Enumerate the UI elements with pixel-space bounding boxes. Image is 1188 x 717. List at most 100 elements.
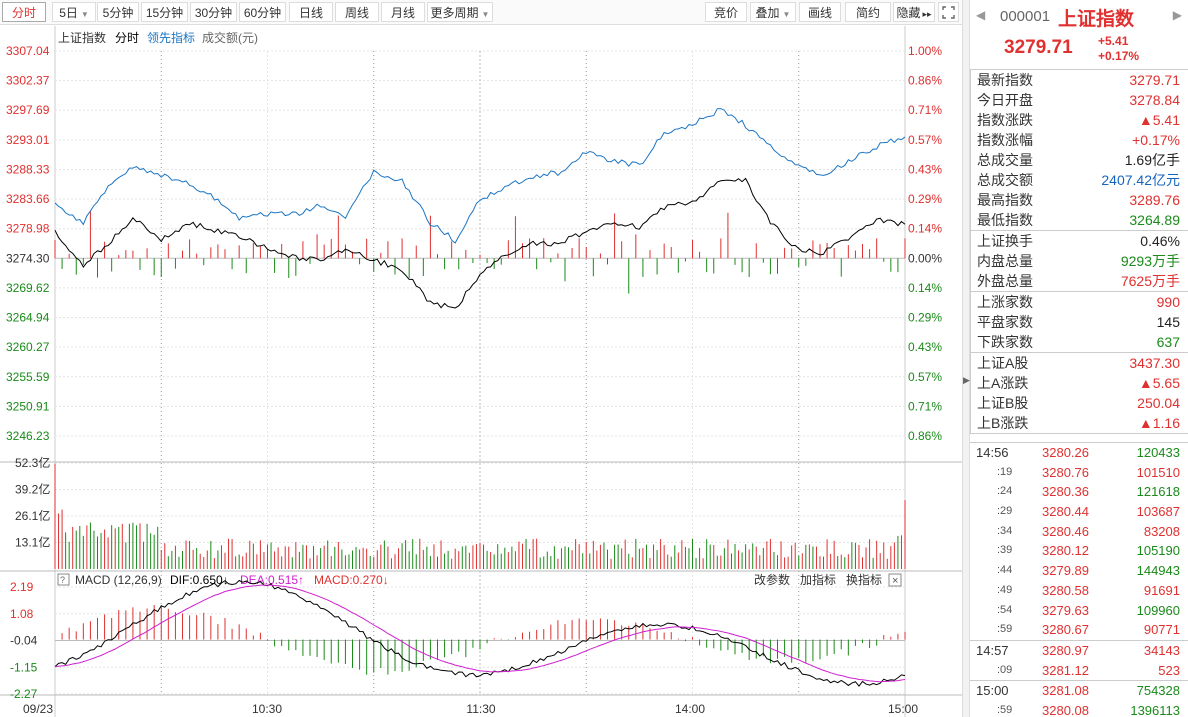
price-change: +5.41 +0.17% (1098, 34, 1139, 64)
y-tick-label-right: 0.86% (908, 429, 942, 443)
stat-label: 上证B股 (977, 395, 1029, 411)
volume-tick-label: 39.2亿 (15, 482, 50, 497)
tick-volume: 105190 (1136, 543, 1180, 559)
tab-more-periods-label: 更多周期 (430, 6, 479, 20)
y-tick-label: 3293.01 (6, 133, 50, 147)
tick-price: 3280.46 (1042, 523, 1089, 539)
stat-label: 今日开盘 (977, 92, 1033, 108)
collapse-right-icon[interactable]: ▶ (963, 375, 970, 385)
stat-value: 1.69亿手 (1124, 152, 1180, 168)
help-icon (57, 573, 70, 586)
stat-value: ▲5.65 (1138, 375, 1180, 391)
stats-group: 上证换手 0.46% 内盘总量 9293万手 外盘总量 7625万手 (971, 231, 1188, 292)
stats-table: 最新指数 3279.71 今日开盘 3278.84 指数涨跌 ▲5.41 指数涨幅 +0.17… (970, 70, 1188, 434)
y-tick-label: 3269.62 (6, 281, 50, 295)
tick-price: 3280.26 (1042, 445, 1089, 460)
tick-volume: 109960 (1136, 602, 1180, 618)
stat-value: 3279.71 (1129, 72, 1180, 88)
panel-splitter[interactable] (962, 0, 970, 717)
stat-row: 总成交额 2407.42亿元 (971, 170, 1188, 190)
tick-volume: 121618 (1136, 484, 1180, 500)
tick-volume: 754328 (1136, 683, 1180, 699)
tick-time: :44 (997, 564, 1013, 577)
tick-volume: 120433 (1136, 445, 1180, 460)
volume-tick-label: 13.1亿 (15, 535, 50, 550)
y-tick-label: 3250.91 (6, 399, 50, 413)
macd-tick-label: 2.19 (10, 580, 34, 594)
tab-weekly[interactable]: 周线 (335, 2, 379, 22)
tab-more-periods[interactable]: 更多周期 ▼ (427, 2, 493, 22)
stat-label: 最低指数 (977, 212, 1033, 228)
stat-label: 上涨家数 (977, 294, 1033, 310)
hide-button[interactable]: 隐藏 ▸▸ (893, 2, 935, 22)
stat-value: 3289.76 (1129, 192, 1180, 208)
stat-label: 平盘家数 (977, 314, 1033, 330)
macd-action: 改参数 (754, 572, 790, 587)
stat-label: 最高指数 (977, 192, 1033, 208)
tick-time: :39 (997, 544, 1013, 557)
chevron-down-icon: ▼ (481, 10, 490, 19)
tab-60min[interactable]: 60分钟 (239, 2, 286, 22)
tick-time: 15:00 (976, 683, 1009, 699)
x-tick-label: 14:00 (675, 702, 705, 716)
overlay-button[interactable]: 叠加 ▼ (750, 2, 796, 22)
tab-intraday[interactable]: 分时 (2, 2, 46, 22)
tab-monthly[interactable]: 月线 (381, 2, 425, 22)
stat-row: 上A涨跌 ▲5.65 (971, 373, 1188, 393)
expand-icon[interactable] (938, 2, 959, 22)
stock-code: 000001 (1000, 8, 1051, 25)
tab-30min[interactable]: 30分钟 (190, 2, 237, 22)
auction-button[interactable]: 竞价 (705, 2, 747, 22)
stat-row: 下跌家数 637 (971, 332, 1188, 352)
period-toolbar: 分时 5日 ▼ 5分钟 15分钟 30分钟 60分钟 日线 周线 月线 更多周期 ▼… (0, 0, 962, 25)
stats-group: 最新指数 3279.71 今日开盘 3278.84 指数涨跌 ▲5.41 指数涨幅 +0.17… (971, 70, 1188, 231)
macd-tick-label: -0.04 (10, 634, 38, 648)
stat-label: 下跌家数 (977, 334, 1033, 350)
tab-5day[interactable]: 5日 ▼ (52, 2, 96, 22)
tick-time: 14:57 (976, 642, 1009, 658)
tick-price: 3280.44 (1042, 504, 1089, 520)
tick-row: :59 3280.08 1396113 (970, 701, 1188, 717)
stat-row: 外盘总量 7625万手 (971, 271, 1188, 291)
tick-price: 3280.76 (1042, 464, 1089, 480)
y-tick-label-right: 0.71% (908, 399, 942, 413)
tick-group: 15:00 3281.08 754328:59 3280.08 1396113 (970, 681, 1188, 717)
y-tick-label: 3278.98 (6, 222, 50, 236)
stat-label: 指数涨跌 (977, 112, 1033, 128)
stat-label: 上B涨跌 (977, 415, 1029, 431)
stat-row: 指数涨幅 +0.17% (971, 130, 1188, 150)
macd-action: 加指标 (800, 572, 836, 587)
y-tick-label-right: 0.71% (908, 103, 942, 117)
tab-15min[interactable]: 15分钟 (141, 2, 188, 22)
next-stock-icon[interactable]: ▶ (1172, 8, 1182, 22)
tick-row: :19 3280.76 101510 (970, 463, 1188, 483)
tab-daily[interactable]: 日线 (289, 2, 333, 22)
auction-label: 竞价 (713, 6, 738, 20)
tick-row: 14:56 3280.26 120433 (970, 443, 1188, 463)
chevron-down-icon: ▼ (782, 10, 791, 19)
chart-svg[interactable]: 上证指数 分时 领先指标 成交额(元) 3307.04 1.00% 3302.37 0.86%… (0, 26, 962, 717)
stat-row: 上涨家数 990 (971, 292, 1188, 312)
stats-group: 上涨家数 990 平盘家数 145 下跌家数 637 (971, 292, 1188, 353)
tick-time: :24 (997, 485, 1013, 498)
y-tick-label-right: 0.00% (908, 251, 942, 265)
legend-index-name: 上证指数 (58, 30, 106, 45)
simple-mode-button[interactable]: 简约 (845, 2, 891, 22)
prev-stock-icon[interactable]: ◀ (976, 8, 986, 22)
stat-value: 7625万手 (1120, 273, 1180, 289)
tick-list[interactable]: 14:56 3280.26 120433:19 3280.76 101510:24 328… (970, 442, 1188, 717)
y-tick-label: 3274.30 (6, 251, 50, 265)
draw-line-button[interactable]: 画线 (799, 2, 841, 22)
change-percent: +0.17% (1098, 49, 1140, 63)
tab-5min[interactable]: 5分钟 (97, 2, 139, 22)
stat-value: 2407.42亿元 (1101, 172, 1180, 188)
y-tick-label-right: 0.43% (908, 162, 942, 176)
macd-name: MACD (12,26,9) (75, 573, 162, 587)
chevron-down-icon: ▼ (80, 10, 89, 19)
stat-value: +0.17% (1132, 132, 1180, 148)
close-icon (888, 573, 902, 587)
tick-time: :34 (997, 524, 1013, 537)
tick-volume: 90771 (1143, 622, 1180, 638)
tick-price: 3281.12 (1042, 662, 1089, 678)
